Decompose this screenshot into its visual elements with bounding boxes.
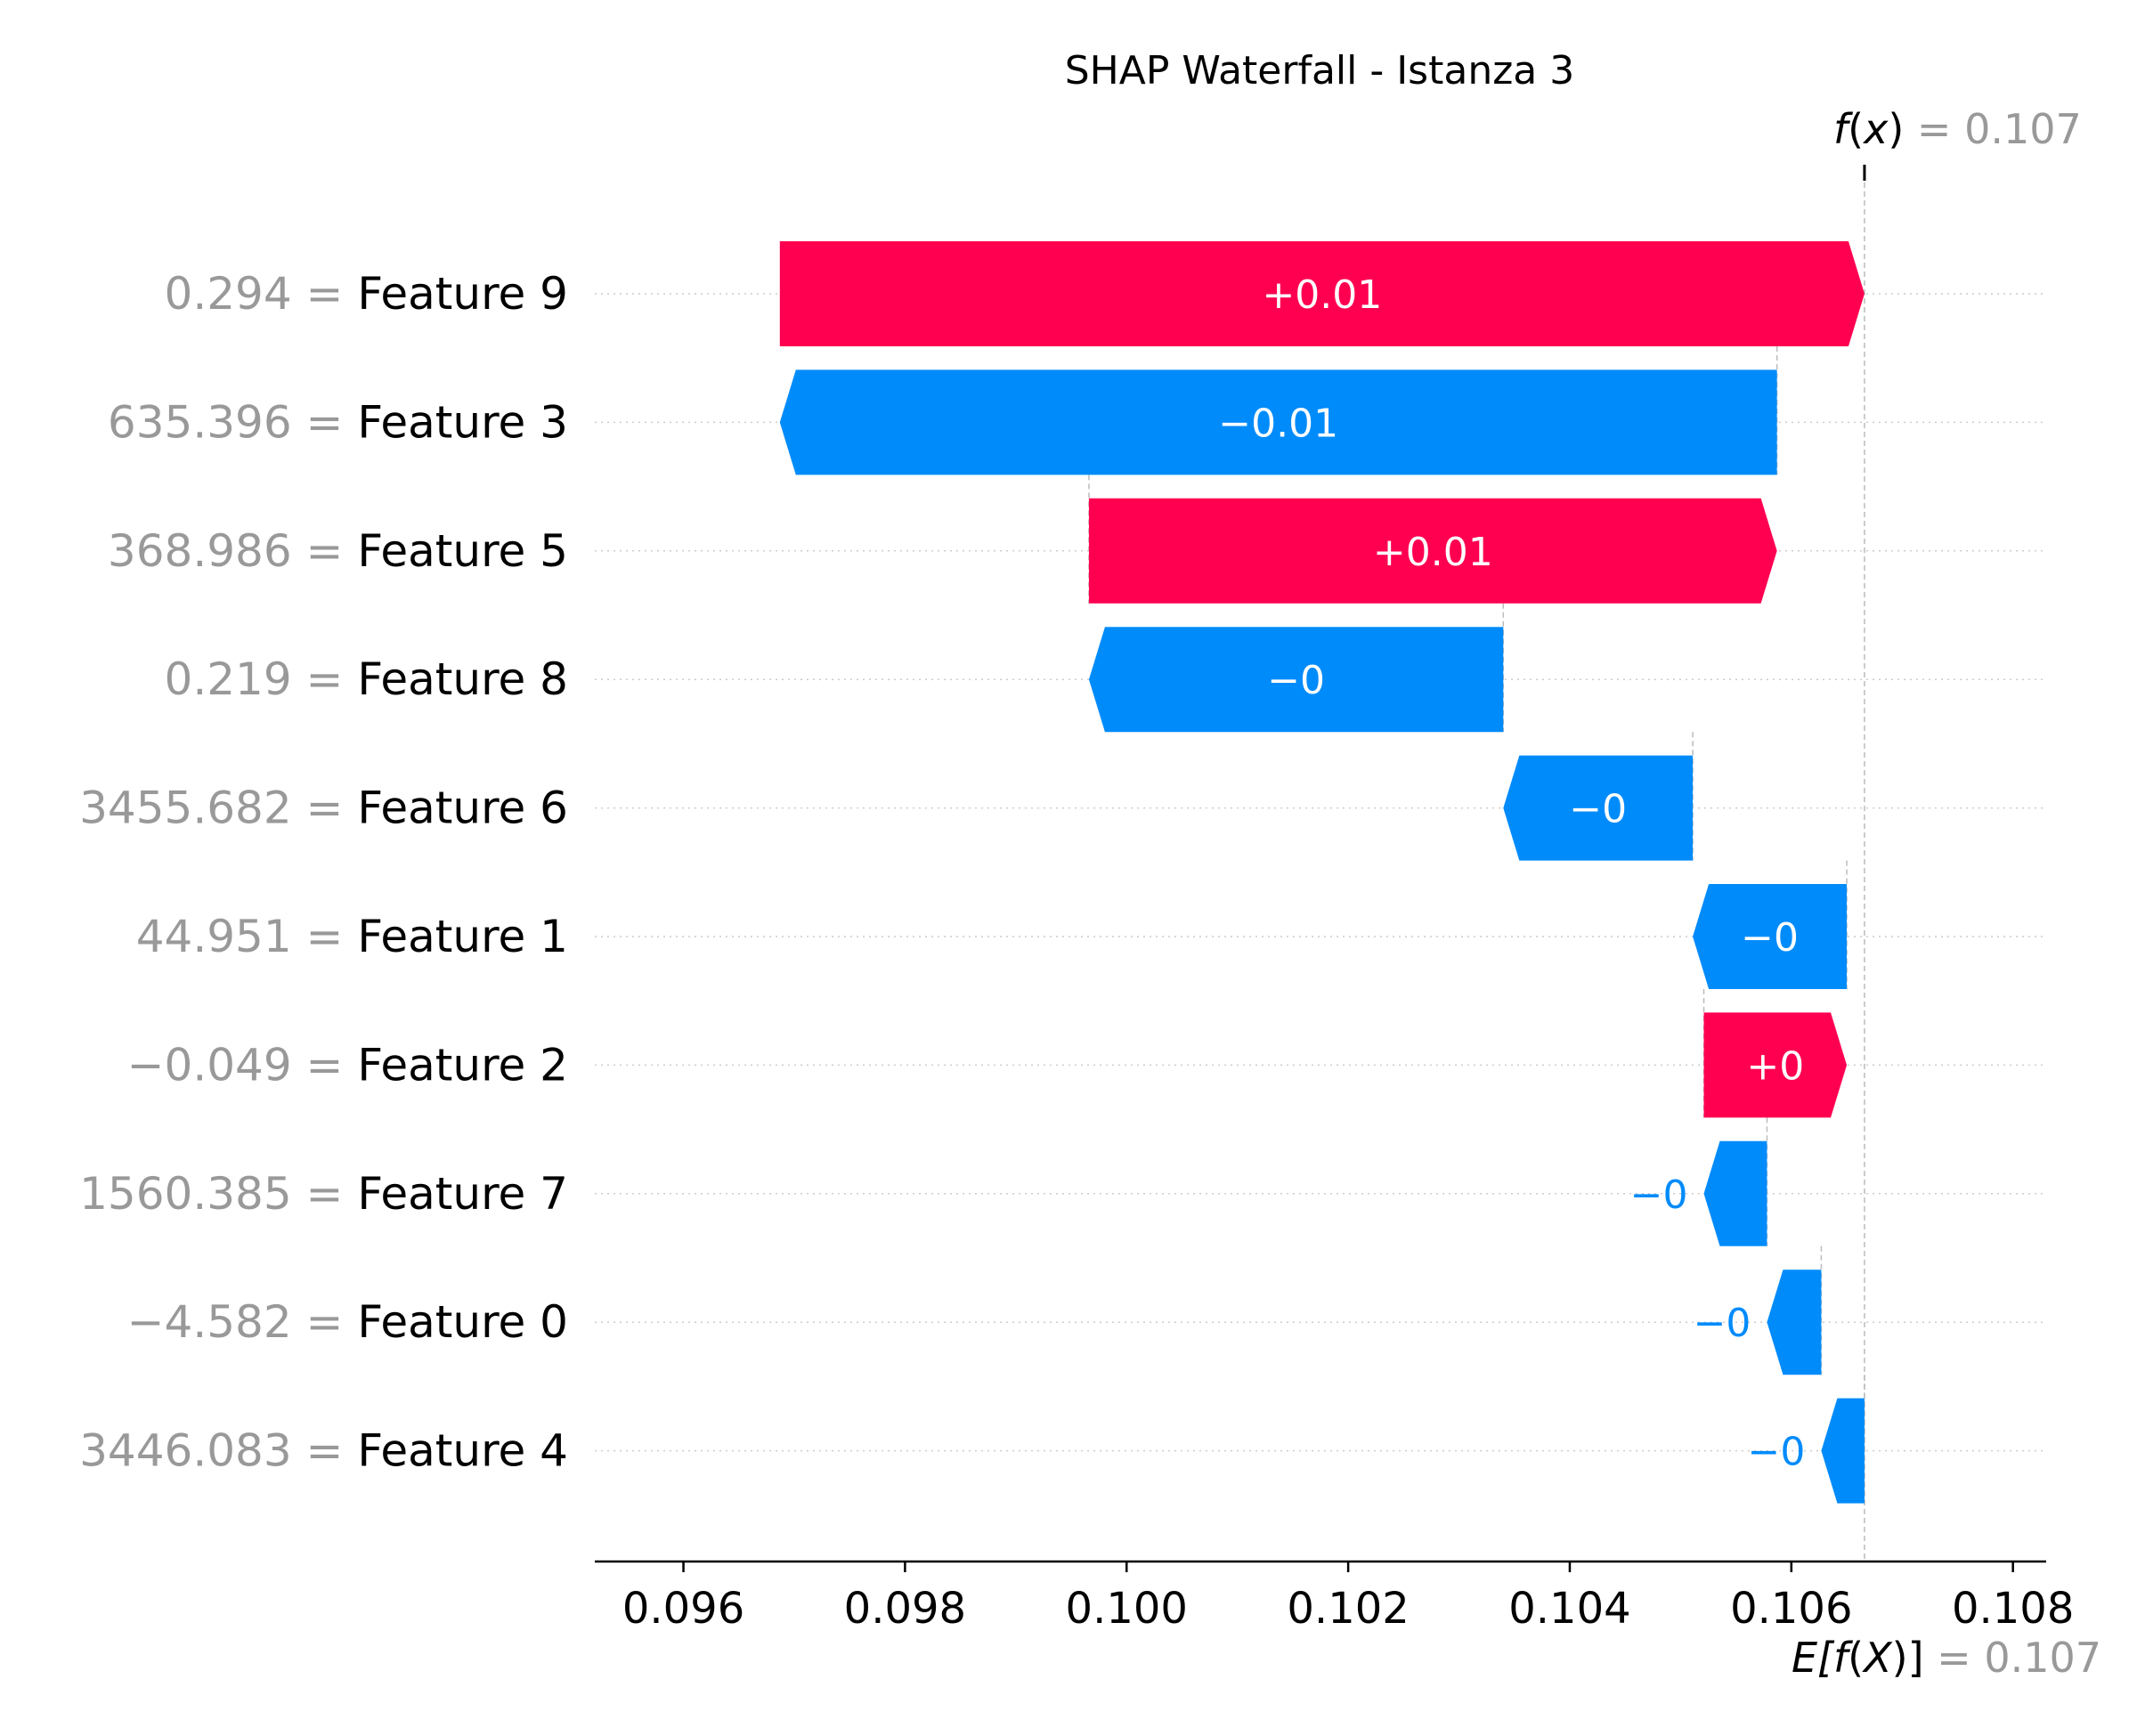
feature-label: 368.986 = Feature 5 — [108, 525, 568, 577]
bar-feature-1 — [1693, 884, 1848, 989]
feature-value: 44.951 = — [136, 911, 358, 962]
fx-label-part: ) — [1888, 105, 1904, 153]
bar-feature-7 — [1703, 1140, 1767, 1246]
expected-label-part: E[ — [1792, 1634, 1835, 1682]
feature-name: Feature 6 — [357, 783, 568, 834]
bar-feature-3 — [779, 369, 1777, 475]
bar-feature-6 — [1503, 755, 1694, 861]
expected-label-part: )] — [1892, 1634, 1924, 1682]
feature-label: −0.049 = Feature 2 — [127, 1039, 568, 1091]
chart-title: SHAP Waterfall - Istanza 3 — [1065, 48, 1575, 93]
feature-value: 0.219 = — [165, 653, 358, 705]
bar-feature-5 — [1088, 498, 1777, 604]
expected-label-part: ( — [1848, 1634, 1864, 1682]
feature-label: 0.294 = Feature 9 — [165, 268, 568, 320]
fx-annotation: f(x) = 0.107 — [1833, 105, 2082, 181]
bar-value-label: −0 — [1694, 1301, 1751, 1346]
feature-label: 1560.385 = Feature 7 — [79, 1168, 568, 1220]
expected-label-part: X — [1862, 1634, 1893, 1682]
x-tick-label: 0.108 — [1952, 1584, 2074, 1634]
expected-value-annotation: E[f(X)] = 0.107 — [1792, 1634, 2101, 1682]
expected-value-label: E[f(X)] = 0.107 — [1792, 1634, 2101, 1682]
feature-name: Feature 7 — [357, 1168, 568, 1220]
bar-value-label: −0 — [1741, 915, 1799, 961]
feature-label: 635.396 = Feature 3 — [108, 396, 568, 448]
feature-value: 1560.385 = — [79, 1168, 357, 1220]
feature-label: 44.951 = Feature 1 — [136, 911, 568, 962]
bar-value-label: −0 — [1630, 1172, 1688, 1218]
bar-feature-2 — [1703, 1012, 1848, 1118]
feature-label: 0.219 = Feature 8 — [165, 653, 568, 705]
fx-label-part: = 0.107 — [1904, 105, 2081, 153]
feature-label: 3455.682 = Feature 6 — [79, 783, 568, 834]
feature-name: Feature 5 — [357, 525, 568, 577]
feature-name: Feature 0 — [357, 1296, 568, 1348]
feature-label: 3446.083 = Feature 4 — [79, 1425, 568, 1477]
x-tick-label: 0.106 — [1730, 1584, 1852, 1634]
feature-value: 368.986 = — [108, 525, 357, 577]
feature-value: −4.582 = — [127, 1296, 358, 1348]
feature-value: 3446.083 = — [79, 1425, 357, 1477]
x-tick-label: 0.100 — [1066, 1584, 1188, 1634]
feature-value: 3455.682 = — [79, 783, 357, 834]
bar-feature-4 — [1821, 1398, 1865, 1504]
feature-value: −0.049 = — [127, 1039, 358, 1091]
bar-value-label: −0 — [1267, 658, 1325, 703]
fx-label-part: ( — [1848, 105, 1864, 153]
feature-name: Feature 2 — [357, 1039, 568, 1091]
bar-value-label: −0 — [1748, 1430, 1806, 1475]
fx-label-part: x — [1862, 105, 1889, 153]
expected-label-part: = 0.107 — [1924, 1634, 2101, 1682]
feature-value: 635.396 = — [108, 396, 357, 448]
feature-value: 0.294 = — [165, 268, 358, 320]
bar-feature-0 — [1767, 1270, 1822, 1375]
bar-layer: +0.01 −0.01 +0.01 −0 −0 −0 +0 −0 −0 −0 — [779, 241, 1865, 1504]
x-axis: 0.096 0.098 0.100 0.102 0.104 0.106 0.108 — [595, 1560, 2074, 1634]
bar-value-label: −0 — [1569, 787, 1627, 832]
feature-name: Feature 8 — [357, 653, 568, 705]
x-tick-label: 0.096 — [622, 1584, 744, 1634]
feature-name: Feature 1 — [357, 911, 568, 962]
feature-name: Feature 3 — [357, 396, 568, 448]
feature-name: Feature 9 — [357, 268, 568, 320]
feature-name: Feature 4 — [357, 1425, 568, 1477]
bar-value-label: +0.01 — [1373, 530, 1493, 575]
fx-label: f(x) = 0.107 — [1833, 105, 2082, 153]
x-tick-label: 0.104 — [1508, 1584, 1630, 1634]
feature-label: −4.582 = Feature 0 — [127, 1296, 568, 1348]
bar-value-label: −0.01 — [1218, 401, 1338, 446]
label-layer: 0.294 = Feature 9 635.396 = Feature 3 368.… — [79, 268, 568, 1477]
bar-value-label: +0.01 — [1262, 272, 1382, 318]
bar-feature-8 — [1088, 627, 1504, 733]
x-tick-label: 0.102 — [1287, 1584, 1409, 1634]
bar-value-label: +0 — [1746, 1043, 1804, 1089]
bar-feature-9 — [779, 241, 1865, 346]
x-tick-label: 0.098 — [844, 1584, 966, 1634]
